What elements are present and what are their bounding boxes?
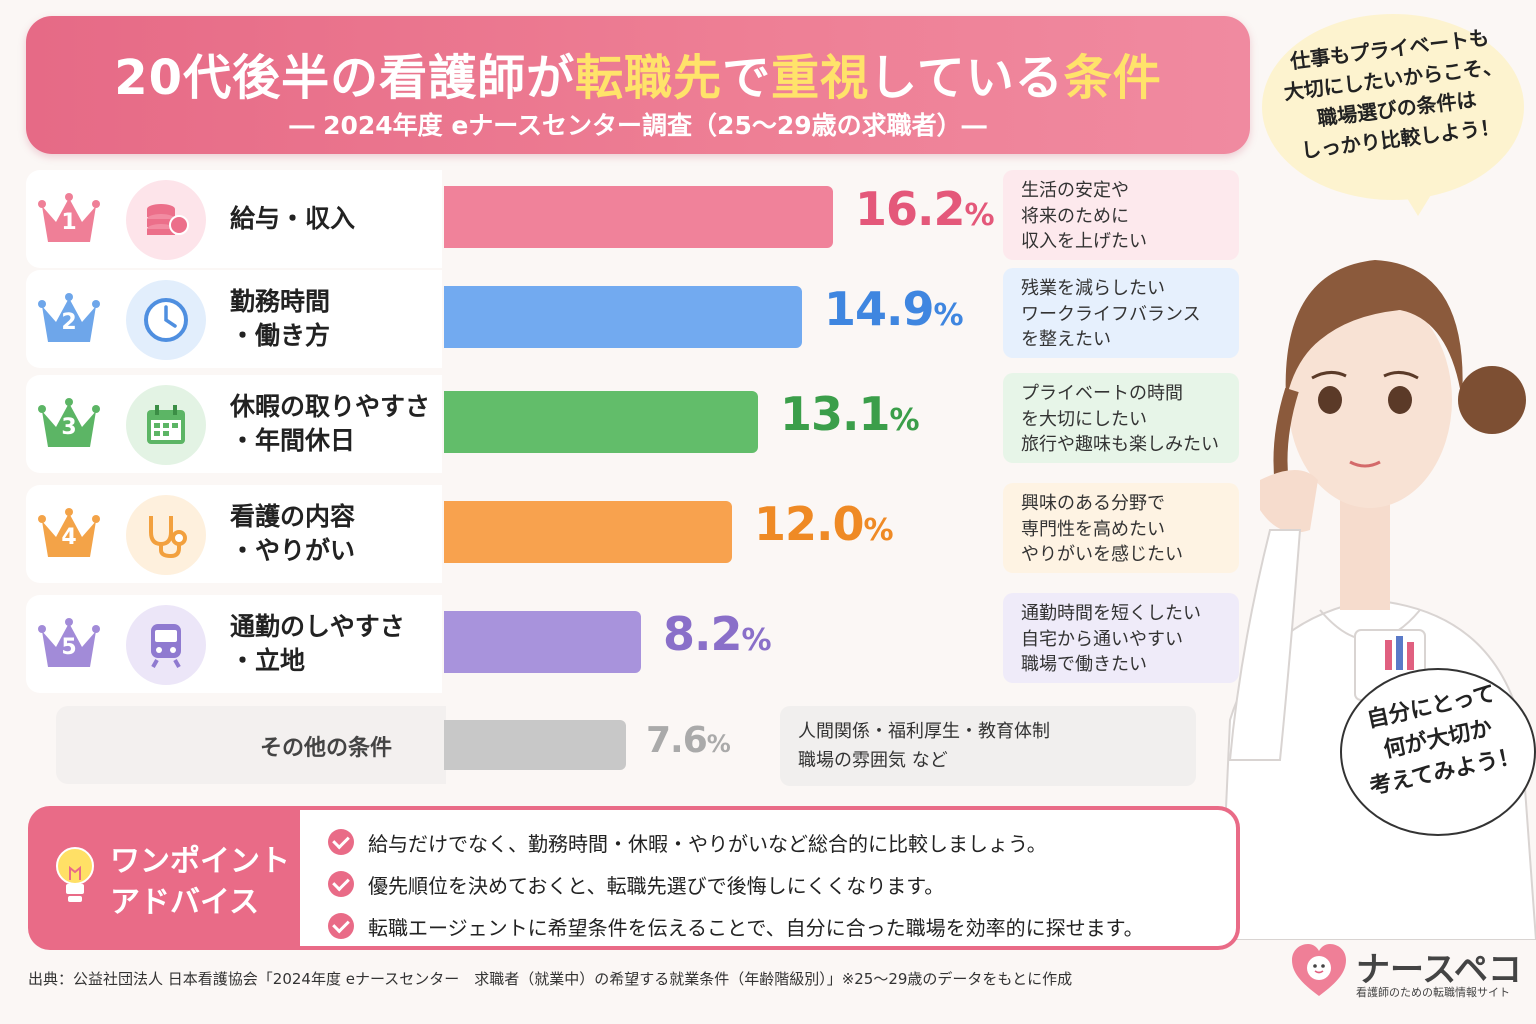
header-banner: 20代後半の看護師が転職先で重視している条件 ― 2024年度 eナースセンター… xyxy=(26,16,1250,154)
stethoscope-icon xyxy=(126,495,206,575)
page-title: 20代後半の看護師が転職先で重視している条件 xyxy=(114,50,1162,106)
train-icon xyxy=(126,605,206,685)
lightbulb-icon xyxy=(56,847,94,902)
heart-logo-icon xyxy=(1292,944,1346,996)
category-label: 休暇の取りやすさ ・年間休日 xyxy=(230,392,431,455)
row-card xyxy=(26,270,442,368)
speech-bubble xyxy=(1262,14,1524,200)
row-card xyxy=(26,375,442,473)
chart-row-3: 3 休暇の取りやすさ ・年間休日 13.1% プライベートの時間 を大切にしたい 旅行や趣味… xyxy=(26,373,1244,473)
advice-title: ワンポイント アドバイス xyxy=(110,844,290,920)
reason-note: プライベートの時間 を大切にしたい 旅行や趣味も楽しみたい xyxy=(1003,373,1239,463)
advice-tips: 給与だけでなく、勤務時間・休暇・やりがいなど総合的に比較しましょう。 優先順位を… xyxy=(300,810,1236,946)
thought-bubble xyxy=(1340,668,1536,836)
chart-row-4: 4 看護の内容 ・やりがい 12.0% 興味のある分野で 専門性を高めたい やりがいを感じた… xyxy=(26,483,1244,583)
category-label: 通勤のしやすさ ・立地 xyxy=(230,612,405,675)
rank-number: 4 xyxy=(61,525,77,550)
bar-4 xyxy=(444,501,732,563)
pct-label: 13.1% xyxy=(780,387,920,441)
check-icon xyxy=(328,913,354,939)
source-note: 出典：公益社団法人 日本看護協会「2024年度 eナースセンター 求職者（就業中… xyxy=(28,970,1073,988)
crown-icon xyxy=(38,398,100,447)
speech-bubble-tail xyxy=(1402,190,1434,216)
brand-logo: ナースペコ 看護師のための転職情報サイト xyxy=(1290,938,1522,1008)
chart-row-2: 2 勤務時間 ・働き方 14.9% 残業を減らしたい ワークライフバランス を整えたい xyxy=(26,268,1244,368)
logo-tagline: 看護師のための転職情報サイト xyxy=(1356,986,1510,999)
coins-icon xyxy=(126,180,206,260)
crown-icon xyxy=(38,193,100,242)
pct-label: 14.9% xyxy=(824,282,964,336)
reason-note: 興味のある分野で 専門性を高めたい やりがいを感じたい xyxy=(1003,483,1239,573)
pct-label-other: 7.6% xyxy=(646,720,731,761)
calendar-icon xyxy=(126,385,206,465)
category-label: 看護の内容 ・やりがい xyxy=(230,502,356,565)
crown-icon xyxy=(38,293,100,342)
chart-row-1: 1 給与・収入 16.2% 生活の安定や 将来のために 収入を上げたい xyxy=(26,170,1244,268)
rank-number: 5 xyxy=(61,635,77,660)
bar-1 xyxy=(444,186,833,248)
bar-3 xyxy=(444,391,758,453)
rank-number: 2 xyxy=(61,310,77,335)
check-icon xyxy=(328,829,354,855)
bar-5 xyxy=(444,611,641,673)
crown-icon xyxy=(38,618,100,667)
nurse-illustration xyxy=(1218,260,1536,940)
page-subtitle: ― 2024年度 eナースセンター調査（25〜29歳の求職者）― xyxy=(289,111,987,140)
clock-icon xyxy=(126,280,206,360)
pct-label: 16.2% xyxy=(855,182,995,236)
advice-tip: 転職エージェントに希望条件を伝えることで、自分に合った職場を効率的に探せます。 xyxy=(328,908,1144,944)
logo-name: ナースペコ xyxy=(1356,950,1522,990)
rank-number: 1 xyxy=(61,210,77,235)
row-card xyxy=(26,595,442,693)
bar-2 xyxy=(444,286,802,348)
pct-label: 12.0% xyxy=(754,497,894,551)
advice-tip: 給与だけでなく、勤務時間・休暇・やりがいなど総合的に比較しましょう。 xyxy=(328,824,1047,860)
rank-number: 3 xyxy=(61,415,77,440)
other-note: 人間関係・福利厚生・教育体制 職場の雰囲気 など xyxy=(780,706,1196,786)
crown-icon xyxy=(38,508,100,557)
reason-note: 生活の安定や 将来のために 収入を上げたい xyxy=(1003,170,1239,260)
chart-row-5: 5 通勤のしやすさ ・立地 8.2% 通勤時間を短くしたい 自宅から通いやすい 職場で働きた… xyxy=(26,593,1244,693)
other-row: その他の条件 7.6% xyxy=(26,706,1244,804)
row-card xyxy=(26,485,442,583)
advice-tip: 優先順位を決めておくと、転職先選びで後悔しにくくなります。 xyxy=(328,866,944,902)
other-label: その他の条件 xyxy=(260,736,393,761)
other-label-card: その他の条件 xyxy=(56,706,446,784)
category-label: 給与・収入 xyxy=(230,204,356,234)
category-label: 勤務時間 ・働き方 xyxy=(230,287,331,350)
check-icon xyxy=(328,871,354,897)
reason-note: 通勤時間を短くしたい 自宅から通いやすい 職場で働きたい xyxy=(1003,593,1239,683)
bar-other xyxy=(444,720,626,770)
reason-note: 残業を減らしたい ワークライフバランス を整えたい xyxy=(1003,268,1239,358)
row-card xyxy=(26,170,442,268)
advice-box: ワンポイント アドバイス 給与だけでなく、勤務時間・休暇・やりがいなど総合的に比較… xyxy=(28,806,1240,950)
pct-label: 8.2% xyxy=(663,607,772,661)
